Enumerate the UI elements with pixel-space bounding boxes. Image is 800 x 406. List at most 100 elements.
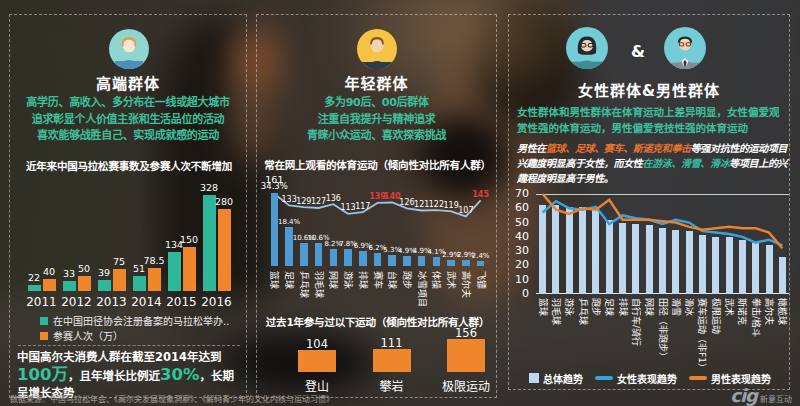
category-label: 登山 [289,377,345,394]
golf-100w: 100万 [17,365,68,384]
legend-participants: 参赛人次（万） [40,328,123,343]
bar [344,249,352,266]
online-sports-chart: 34.3%16118.4%13310.6%12910.6%1278.2%1367… [267,173,488,266]
participation-bar-chart: 104111156 [289,327,494,372]
gender-combo-chart [536,194,789,294]
online-sports-chart-title: 常在网上观看的体育运动（倾向性对比所有人群） [257,157,498,172]
participation-categories: 登山 攀岩 极限运动 [289,375,494,393]
bar-value-label: 22 [28,272,40,283]
bar: 50 [78,276,91,291]
bar: 280 [218,209,231,291]
legend-swatch [40,332,48,340]
desc-line: 青睐小众运动、喜欢探索挑战 [307,129,446,142]
y-tick-label: 50 [509,216,529,229]
legend-label: 男性表现趋势 [711,371,771,386]
bar-value-label: 40 [43,266,55,277]
legend-label: 女性表现趋势 [617,371,677,386]
category-label: 台球 [386,271,399,315]
bar [462,260,470,266]
bar-group: 2240 [24,279,59,291]
bar [298,350,336,372]
ampersand: & [631,42,645,61]
x-axis-label: 2015 [164,295,199,309]
bar-value-label: 78.5 [143,255,164,266]
legend-swatch [689,376,707,380]
y-tick-label: 70 [509,187,529,200]
tgi-value-label: 119 [444,201,459,210]
bar: 328 [203,195,216,291]
bar-value-label: 280 [215,196,233,207]
gender-desc: 女性群体和男性群体在体育运动上差异明显，女性偏爱观赏性强的体育运动，男性偏爱竞技… [517,105,783,136]
female-sports-highlight: 在游泳、滑雪、滑冰 [642,158,729,169]
tgi-value-label: 161 [265,174,283,185]
young-group-avatar-icon [357,29,397,69]
bar-value-label: 75 [113,256,125,267]
panel-female-male-group: & 女性群体&男性群体 女性群体和男性群体在体育运动上差异明显，女性偏爱观赏性强… [508,14,790,390]
bar-pct-label: 2.4% [472,252,490,260]
bar: 40 [43,279,56,291]
legend-item: 总体趋势 [529,371,583,386]
bar [359,251,367,266]
desc-line: 高学历、高收入、多分布在一线或超大城市 [26,96,229,109]
desc-line: 多为90后、00后群体 [324,96,428,109]
y-tick-label: 30 [509,244,529,257]
legend-label: 总体趋势 [543,371,583,386]
bar [447,260,455,266]
category-label: 跑步 [401,271,414,315]
bar-group: 328280 [199,195,234,291]
bar [373,349,411,372]
tgi-value-label: 122 [429,200,444,209]
女性表现趋势-line [543,201,783,245]
x-axis-label: 2011 [24,295,59,309]
divider [18,345,240,346]
category-label: 篮球 [268,271,281,315]
bar [285,227,293,266]
bar: 51 [133,276,146,291]
y-tick-label: 10 [509,273,529,286]
bar [315,243,323,266]
bar [271,193,279,266]
bar: 39 [98,280,111,291]
bar [388,255,396,266]
gender-chart-yaxis: 010203040506070 [509,186,531,302]
bar-value-label: 328 [200,182,218,193]
category-label: 羽毛球 [313,271,326,315]
tgi-value-label: 107 [458,206,473,215]
marathon-bar-chart: 2240201133502012397520135178.52014134150… [24,185,234,313]
panel-young-group: 年轻群体 多为90后、00后群体 注重自我提升与精神追求 青睐小众运动、喜欢探索… [256,14,497,398]
bar-group: 5178.5 [129,268,164,291]
bar [330,249,338,266]
cig-logo: cig新意互动 [730,385,792,406]
bar-value-label: 104 [306,337,328,351]
bar [433,257,441,266]
panel-title: 女性群体&男性群体 [509,79,789,100]
男性表现趋势-line [543,194,783,248]
bar-value-label: 111 [381,336,403,350]
bar: 78.5 [148,268,161,291]
bar [477,261,485,266]
data-source: 数据来源：中国马拉松年会、《高尔夫发展现象洞察》、《解码青少年的文化内核与运动习… [10,393,334,404]
category-label: 排球 [357,271,370,315]
legend-swatch [595,376,613,380]
tgi-value-label: 127 [311,197,326,206]
male-avatar-icon [664,27,706,69]
category-label: 极限运动 [438,377,494,394]
bar-group: 3350 [59,276,94,291]
tgi-value-label: 133 [281,195,296,204]
legend-swatch [40,317,48,325]
category-label: 冰雪项目 [416,271,429,315]
bar [447,339,485,372]
bar-value-label: 33 [63,268,75,279]
bar-group: 3975 [94,269,129,291]
panel-premium-group: 高端群体 高学历、高收入、多分布在一线或超大城市 追求彰显个人价值主张和生活品位… [9,14,247,398]
legend-item: 男性表现趋势 [689,371,771,386]
x-axis-label: 2016 [199,295,234,309]
panel-title: 年轻群体 [257,72,496,93]
x-axis-label: 2014 [129,295,164,309]
bar: 134 [168,252,181,291]
bar: 22 [28,285,41,291]
bar-pct-label: 18.4% [278,218,300,226]
category-label: 攀岩 [364,377,420,394]
category-label: 武术 [445,271,458,315]
tgi-value-label: 126 [399,198,414,207]
